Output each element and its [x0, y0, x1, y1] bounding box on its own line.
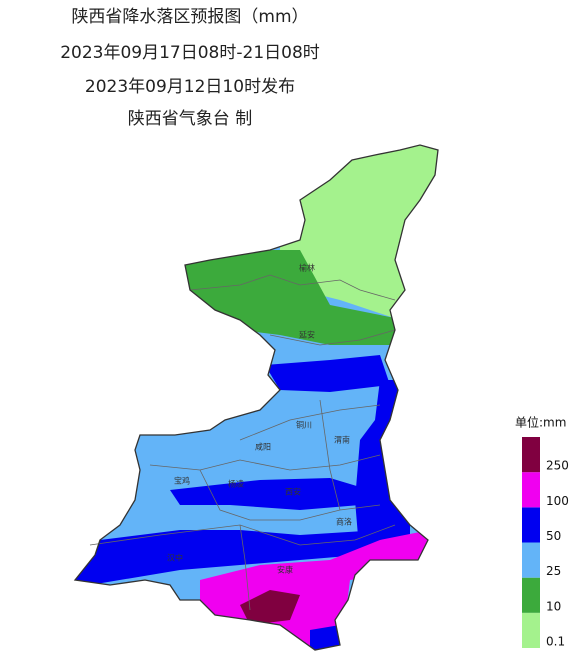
- city-label: 延安: [299, 330, 315, 340]
- city-label: 商洛: [336, 517, 352, 527]
- city-label: 安康: [277, 565, 293, 575]
- legend-label: 25: [546, 564, 561, 578]
- city-label: 杨凌: [228, 479, 244, 489]
- legend-title: 单位:mm: [515, 415, 566, 430]
- header-line: 陕西省气象台 制: [128, 109, 252, 129]
- legend-swatch: [522, 507, 540, 543]
- legend-swatch: [522, 612, 540, 648]
- city-label: 榆林: [299, 263, 315, 273]
- legend-label: 50: [546, 529, 561, 543]
- legend-swatch: [522, 472, 540, 508]
- legend-swatch: [522, 577, 540, 613]
- legend-swatch: [522, 542, 540, 578]
- zone-50: [75, 530, 400, 590]
- legend-label: 100: [546, 494, 569, 508]
- legend-label: 250: [546, 459, 569, 473]
- legend-swatch: [522, 437, 540, 473]
- legend-label: 10: [546, 599, 561, 613]
- city-label: 宝鸡: [174, 476, 190, 486]
- rain-zones: [75, 145, 438, 650]
- city-label: 汉中: [167, 553, 183, 563]
- zone-50: [265, 355, 390, 392]
- header-line: 2023年09月12日10时发布: [85, 77, 295, 97]
- city-label: 铜川: [296, 420, 312, 430]
- zone-50: [310, 625, 345, 650]
- city-label: 咸阳: [255, 442, 271, 452]
- city-label: 西安: [285, 487, 301, 497]
- header-line: 陕西省降水落区预报图（mm）: [71, 7, 308, 27]
- borders: [89, 274, 396, 611]
- legend-label: 0.1: [546, 635, 565, 649]
- city-label: 渭南: [334, 435, 350, 445]
- zone-250: [240, 590, 300, 625]
- zone-50: [170, 478, 370, 510]
- header-line: 2023年09月17日08时-21日08时: [60, 43, 320, 63]
